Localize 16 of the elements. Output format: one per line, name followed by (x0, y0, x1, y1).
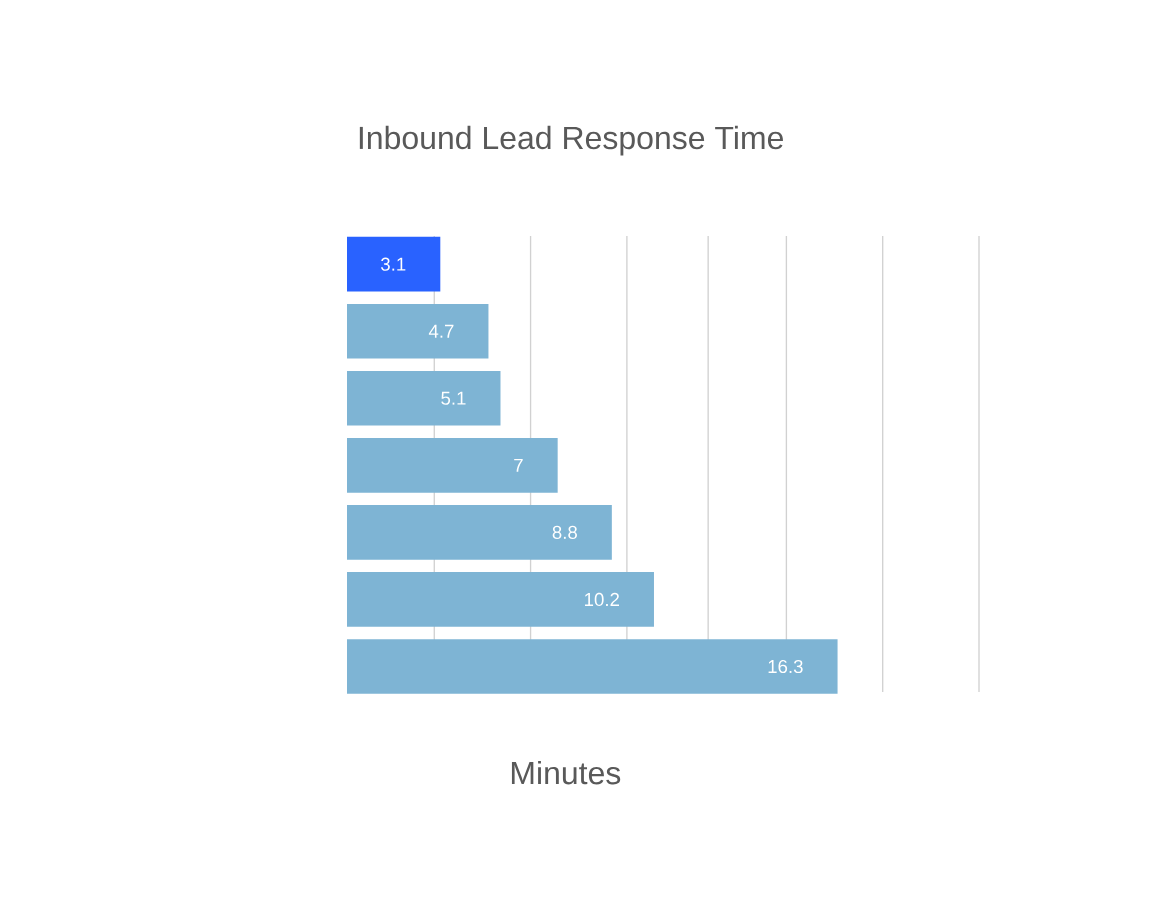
bar (347, 236, 441, 292)
data-label: 7 (514, 458, 523, 472)
bar (347, 505, 612, 560)
data-label: 16.3 (768, 659, 803, 674)
bar (347, 370, 501, 426)
x-axis-title: Minutes (511, 760, 621, 785)
bar (347, 438, 558, 493)
data-label: 10.2 (585, 592, 619, 607)
data-label: 4.7 (428, 324, 454, 338)
data-label: 8.8 (552, 525, 577, 540)
chart-title: Inbound Lead Response Time (359, 125, 783, 156)
bar (347, 303, 489, 359)
bar (347, 639, 838, 694)
data-label: 5.1 (441, 391, 466, 405)
data-label: 3.1 (381, 257, 406, 271)
bar (347, 572, 654, 627)
